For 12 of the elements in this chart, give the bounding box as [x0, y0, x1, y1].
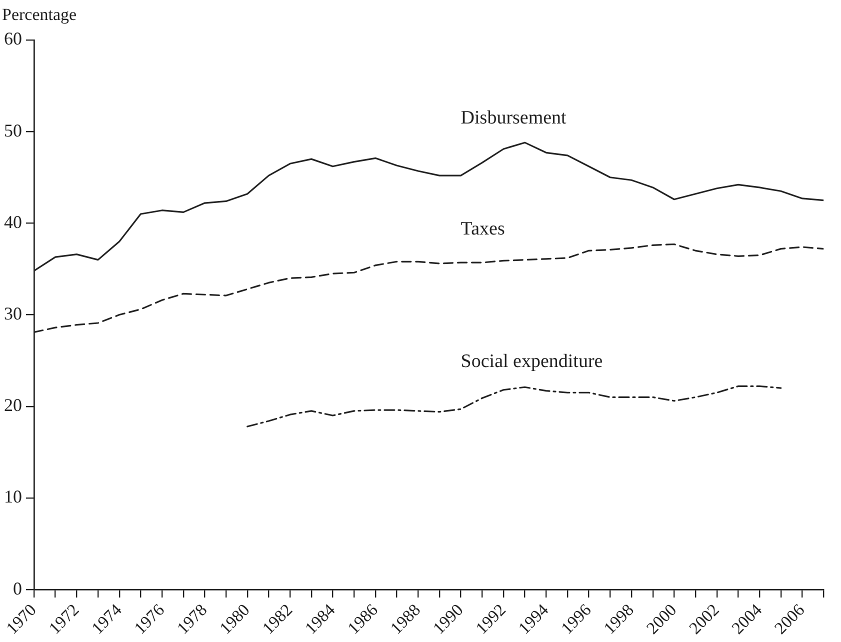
y-tick-label: 60: [4, 28, 22, 49]
y-tick-label: 40: [4, 212, 22, 232]
series-label: Taxes: [460, 218, 505, 240]
y-tick-label: 30: [4, 304, 22, 324]
y-tick-label: 20: [4, 395, 22, 416]
series-label: Social expenditure: [460, 351, 603, 372]
y-tick-label: 0: [13, 578, 22, 598]
y-tick-label: 10: [4, 486, 22, 507]
y-tick-label: 50: [4, 120, 22, 140]
series-label: Disbursement: [460, 108, 568, 129]
line-series: [246, 385, 782, 428]
y-axis-title: Percentage: [2, 5, 77, 24]
